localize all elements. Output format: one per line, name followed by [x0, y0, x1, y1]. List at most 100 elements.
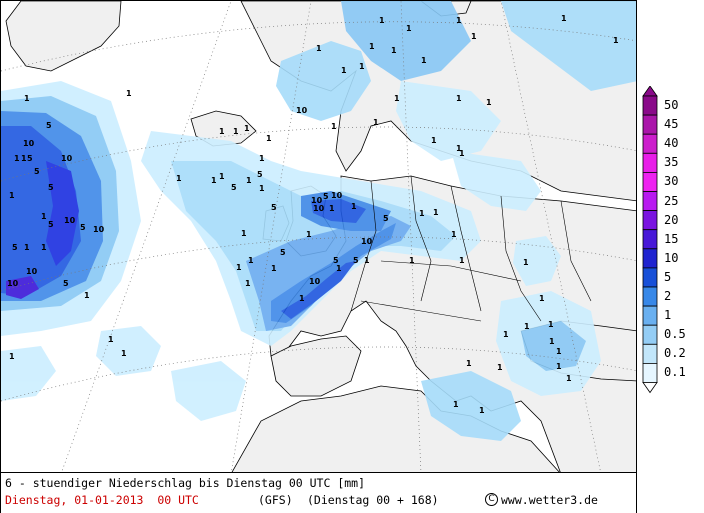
contour-label: 1 [486, 98, 492, 107]
greenland-land [5, 1, 122, 72]
contour-label: 1 [369, 42, 375, 51]
precip-area [276, 41, 371, 121]
legend-swatch [642, 172, 658, 192]
forecast-run: (Dienstag 00 + 168) [307, 493, 439, 507]
contour-label: 1 [244, 124, 250, 133]
legend-label: 30 [664, 174, 679, 189]
precip-area [451, 151, 541, 211]
legend-label: 2 [664, 289, 672, 303]
contour-label: 5 [280, 248, 286, 257]
contour-label: 1 [121, 349, 127, 358]
contour-label: 1 [409, 256, 415, 265]
contour-label: 1 [549, 337, 555, 346]
legend-swatch [642, 210, 658, 231]
contour-label: 1 [566, 374, 572, 383]
contour-label: 5 [48, 220, 54, 229]
legend-arrow-top [642, 86, 658, 97]
graticule [1, 1, 636, 472]
contour-label: 1 [14, 154, 20, 163]
contour-label: 5 [80, 223, 86, 232]
legend-swatch [642, 343, 658, 364]
contour-label: 1 [9, 191, 15, 200]
contour-label: 10 [23, 139, 35, 148]
precip-area [171, 361, 246, 421]
contour-label: 1 [613, 36, 619, 45]
contour-label: 1 [266, 134, 272, 143]
contour-label: 1 [259, 154, 265, 163]
legend-label: 10 [664, 250, 679, 265]
legend-swatch [642, 191, 658, 212]
legend-label: 15 [664, 231, 679, 246]
precip-layer [1, 1, 636, 441]
legend-swatch [642, 267, 658, 288]
legend-label: 45 [664, 117, 679, 132]
legend-label: 25 [664, 193, 679, 208]
contour-label: 1 [219, 127, 225, 136]
contour-label: 1 [126, 89, 132, 98]
contour-label: 5 [46, 121, 52, 130]
contour-label: 1 [359, 62, 365, 71]
contour-label: 1 [466, 359, 472, 368]
contour-label: 1 [329, 204, 335, 213]
legend-label: 40 [664, 136, 679, 151]
contour-label: 5 [48, 183, 54, 192]
contour-label: 1 [241, 229, 247, 238]
contour-label: 1 [556, 362, 562, 371]
contour-label: 1 [479, 406, 485, 415]
precip-area [6, 276, 39, 299]
precip-area [1, 346, 56, 401]
contour-label: 5 [34, 167, 40, 176]
contour-label: 10 [313, 204, 325, 213]
precip-area [396, 81, 501, 161]
contour-label: 1 [331, 122, 337, 131]
contour-label: 1 [456, 16, 462, 25]
legend-swatch [642, 324, 658, 345]
contour-label: 1 [84, 291, 90, 300]
contour-label: 1 [459, 256, 465, 265]
contour-label: 1 [9, 352, 15, 361]
contour-label: 1 [471, 32, 477, 41]
legend-label: 20 [664, 212, 679, 227]
legend-label: 0.5 [664, 327, 686, 342]
legend-swatch [642, 133, 658, 154]
precip-area [521, 321, 586, 371]
precip-area [501, 1, 636, 91]
contour-label: 1 [248, 256, 254, 265]
contour-label: 1 [364, 256, 370, 265]
contour-label: 1 [219, 172, 225, 181]
legend-swatch [642, 114, 658, 135]
contour-label: 10 [61, 154, 73, 163]
contour-label: 1 [523, 258, 529, 267]
contour-label: 1 [341, 66, 347, 75]
contour-label: 10 [309, 277, 321, 286]
contour-label: 1 [456, 94, 462, 103]
contour-label: 1 [459, 149, 465, 158]
contour-label: 5 [271, 203, 277, 212]
contour-label: 5 [257, 170, 263, 179]
contour-label: 5 [333, 256, 339, 265]
contour-label: 1 [21, 154, 27, 163]
legend-label: 35 [664, 155, 679, 170]
legend-swatch [642, 248, 658, 269]
legend-label: 1 [664, 308, 672, 323]
source-link[interactable]: www.wetter3.de [501, 493, 598, 507]
contour-label: 1 [108, 335, 114, 344]
contour-label: 1 [561, 14, 567, 23]
legend: 50 45 40 35 30 25 20 15 10 5 2 1 0.5 0.2 0.1 [640, 86, 704, 396]
contour-label: 1 [211, 176, 217, 185]
contour-label: 1 [406, 24, 412, 33]
legend-arrow-bottom [642, 382, 658, 394]
contour-label: 5 [353, 256, 359, 265]
precip-area [341, 1, 471, 81]
contour-label: 1 [299, 294, 305, 303]
contour-label: 5 [12, 243, 18, 252]
legend-swatch [642, 286, 658, 307]
map-title: 6 - stuendiger Niederschlag bis Dienstag… [5, 476, 366, 490]
contour-label: 1 [391, 46, 397, 55]
contour-label: 5 [27, 154, 33, 163]
contour-label: 1 [394, 94, 400, 103]
legend-colorbar [642, 86, 658, 394]
